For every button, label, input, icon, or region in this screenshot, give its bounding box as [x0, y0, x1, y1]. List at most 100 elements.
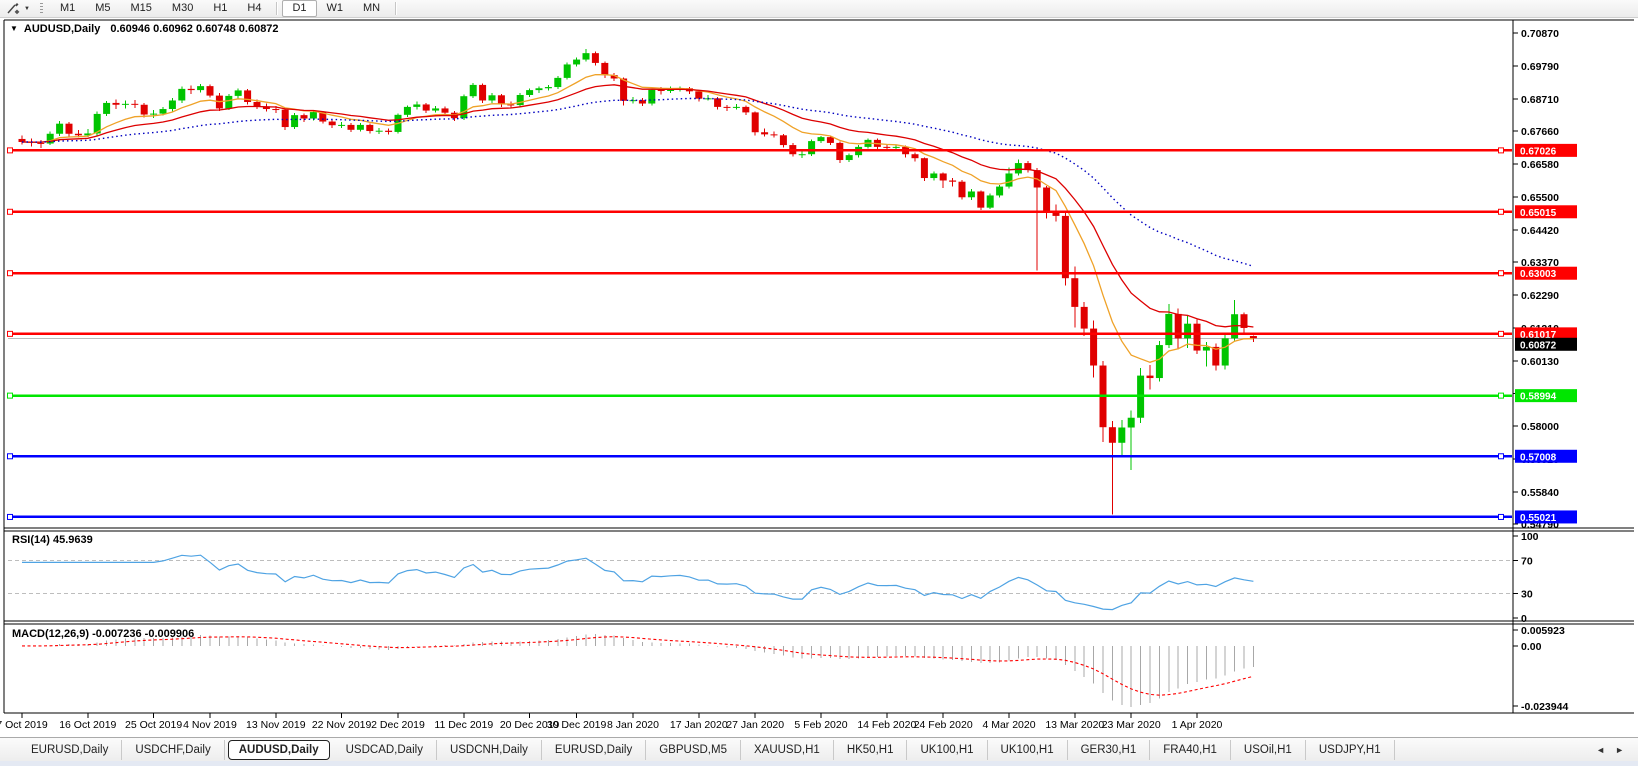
line-handle[interactable]	[7, 270, 13, 277]
candle-body	[74, 133, 82, 136]
candle-body	[1146, 375, 1154, 379]
timeframe-button-D1[interactable]: D1	[282, 0, 317, 17]
chart-tab[interactable]: USOil,H1	[1231, 739, 1306, 760]
candle-body	[18, 138, 26, 143]
candle-body	[930, 173, 938, 179]
price-axis-label: 0.68710	[1521, 94, 1559, 106]
price-axis-label: 0.62290	[1521, 290, 1559, 302]
date-axis-label: 23 Mar 2020	[1102, 719, 1161, 731]
candle-body	[1118, 427, 1126, 443]
line-handle[interactable]	[1498, 513, 1504, 520]
line-handle[interactable]	[7, 513, 13, 520]
candle-body	[1193, 323, 1201, 351]
timeframe-button-MN[interactable]: MN	[363, 2, 381, 14]
candle-body	[1249, 336, 1257, 339]
line-handle[interactable]	[1498, 453, 1504, 460]
chart-tab[interactable]: FRA40,H1	[1150, 739, 1231, 760]
chart-title: ▼ AUDUSD,Daily 0.60946 0.60962 0.60748 0.6…	[10, 23, 279, 35]
candle-body	[892, 146, 900, 148]
line-handle[interactable]	[1498, 392, 1504, 399]
collapse-triangle-icon[interactable]: ▼	[10, 24, 18, 33]
chart-tab-active[interactable]: AUDUSD,Daily	[227, 739, 330, 760]
candle-body	[206, 86, 214, 96]
timeframe-button-W1[interactable]: W1	[326, 2, 344, 14]
candle-body	[356, 124, 364, 130]
candle-body	[526, 90, 534, 95]
candle-body	[751, 112, 759, 133]
chart-tab[interactable]: XAUUSD,H1	[741, 739, 834, 760]
candle-body	[1052, 212, 1060, 216]
price-line-axis-label-text: 0.55021	[1520, 513, 1557, 524]
candle-body	[554, 77, 562, 88]
timeframe-button-M15[interactable]: M15	[130, 2, 152, 14]
draw-tool-icon[interactable]: ▼	[6, 2, 30, 15]
date-axis-label: 16 Oct 2019	[59, 719, 116, 731]
chart-tab[interactable]: UK100,H1	[988, 739, 1068, 760]
date-axis-label: 22 Nov 2019	[312, 719, 372, 731]
candle-body	[460, 96, 468, 119]
line-handle[interactable]	[7, 453, 13, 460]
line-handle[interactable]	[1498, 147, 1504, 154]
tabs-scroll-left-icon[interactable]: ◄	[1596, 744, 1606, 755]
price-line-axis-label	[1515, 389, 1577, 403]
chart-canvas[interactable]: 0.70870 0.69790 0.68710 0.67660 0.66580 0.655…	[0, 0, 1638, 737]
dropdown-caret-icon[interactable]: ▼	[24, 5, 30, 12]
candle-body	[225, 95, 233, 109]
timeframe-button-H1[interactable]: H1	[213, 2, 228, 14]
line-handle[interactable]	[7, 392, 13, 399]
timeframe-button-M30[interactable]: M30	[171, 2, 194, 14]
timeframe-button-M5[interactable]: M5	[95, 2, 111, 14]
date-axis-label: 14 Feb 2020	[857, 719, 916, 731]
price-axis-label: 0.65500	[1521, 192, 1559, 204]
chart-tab[interactable]: USDCNH,Daily	[437, 739, 542, 760]
chart-tab[interactable]: UK100,H1	[907, 739, 988, 760]
candle-body	[253, 102, 261, 107]
line-handle[interactable]	[1498, 330, 1504, 337]
chart-tab[interactable]: GER30,H1	[1068, 739, 1151, 760]
timeframe-button-H4[interactable]: H4	[247, 2, 262, 14]
ma-line-20	[21, 84, 1254, 328]
tabs-scroll-right-icon[interactable]: ►	[1615, 744, 1624, 755]
chart-tab[interactable]: GBPUSD,M5	[646, 739, 741, 760]
candle-body	[648, 89, 656, 104]
chart-tab[interactable]: USDJPY,H1	[1306, 739, 1395, 760]
chart-tab[interactable]: USDCAD,Daily	[333, 739, 437, 760]
candle-body	[657, 89, 665, 92]
line-handle[interactable]	[1498, 270, 1504, 277]
candle-body	[1212, 346, 1220, 366]
chart-tab[interactable]: EURUSD,Daily	[18, 739, 123, 760]
candle-body	[986, 195, 994, 208]
candle-body	[817, 137, 825, 142]
date-axis-label: 7 Oct 2019	[0, 719, 48, 731]
candle-body	[1043, 187, 1051, 213]
candle-body	[638, 100, 646, 104]
candle-body	[573, 59, 581, 65]
date-axis-label: 27 Jan 2020	[726, 719, 784, 731]
candle-body	[610, 75, 618, 79]
line-handle[interactable]	[7, 330, 13, 337]
candle-body	[911, 154, 919, 159]
line-handle[interactable]	[7, 147, 13, 154]
price-line-axis-label-text: 0.65015	[1520, 208, 1557, 219]
chart-tab[interactable]: USDCHF,Daily	[122, 739, 225, 760]
line-handle[interactable]	[1498, 208, 1504, 215]
price-axis-label: 0.66580	[1521, 159, 1559, 171]
line-handle[interactable]	[7, 208, 13, 215]
macd-indicator-label: MACD(12,26,9) -0.007236 -0.009906	[12, 628, 195, 640]
rsi-axis-label: 0	[1521, 613, 1527, 625]
rsi-line	[22, 554, 1254, 611]
candle-body	[159, 109, 167, 114]
candle-body	[591, 53, 599, 63]
date-axis-label: 13 Nov 2019	[246, 719, 306, 731]
candle-body	[779, 135, 787, 146]
macd-axis-label: -0.023944	[1521, 701, 1568, 713]
candle-body	[244, 90, 252, 103]
chart-tab[interactable]: HK50,H1	[834, 739, 908, 760]
candle-body	[488, 95, 496, 101]
date-axis-label: 5 Feb 2020	[794, 719, 847, 731]
chart-tab[interactable]: EURUSD,Daily	[542, 739, 647, 760]
candle-body	[601, 62, 609, 76]
candle-body	[516, 94, 524, 106]
timeframe-button-M1[interactable]: M1	[59, 2, 76, 14]
toolbar-grip-handle[interactable]	[39, 2, 43, 15]
